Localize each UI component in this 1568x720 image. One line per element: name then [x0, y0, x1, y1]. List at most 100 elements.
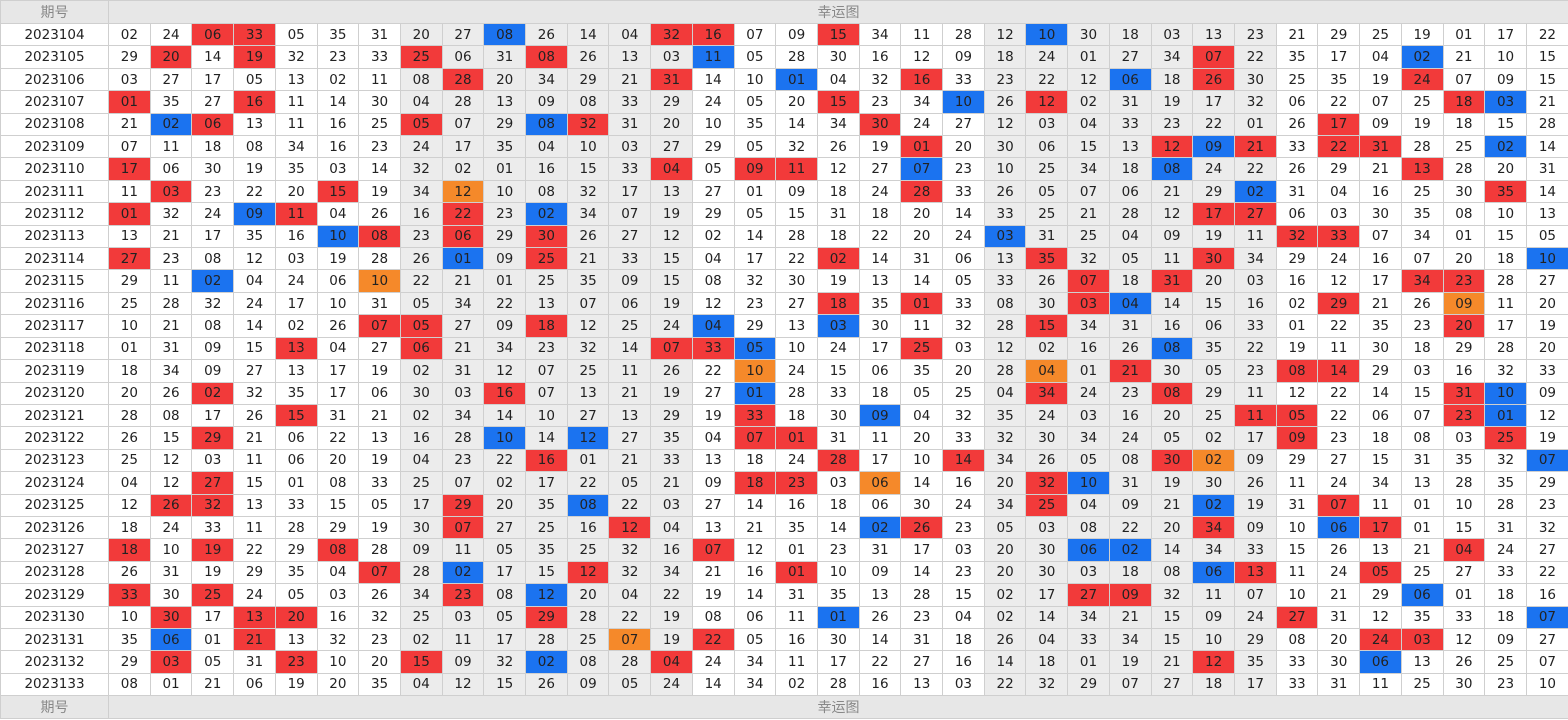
number-cell: 02 [1484, 135, 1527, 159]
chart-footer: 幸运图 [108, 695, 1568, 720]
number-cell: 12 [1067, 67, 1110, 92]
number-cell: 11 [274, 202, 318, 226]
number-cell: 05 [1067, 448, 1110, 473]
number-cell: 26 [108, 426, 151, 450]
number-cell: 16 [858, 672, 902, 697]
number-cell: 07 [1359, 224, 1402, 249]
number-cell: 08 [1150, 336, 1194, 361]
number-cell: 23 [399, 224, 443, 249]
number-cell: 14 [1317, 359, 1361, 383]
number-cell: 21 [1150, 650, 1194, 674]
number-cell: 26 [149, 381, 193, 405]
table-row: 2023113 13 21 17 35 16 10 08 23 06 29 30 26 27 12 02 14 2… [0, 224, 1568, 249]
number-cell: 30 [1442, 179, 1486, 204]
number-cell: 34 [816, 112, 860, 137]
number-cell: 12 [525, 583, 568, 607]
number-cell: 31 [608, 112, 652, 137]
number-cell: 21 [1150, 493, 1194, 517]
number-cell: 21 [1317, 583, 1361, 607]
number-cell: 30 [1359, 202, 1402, 226]
number-cell: 09 [1484, 67, 1527, 92]
period-cell: 2023114 [0, 247, 109, 271]
number-cell: 07 [650, 336, 693, 361]
number-cell: 29 [483, 224, 527, 249]
number-cell: 14 [191, 45, 235, 69]
number-cell: 18 [1484, 583, 1527, 607]
number-cell: 32 [566, 179, 610, 204]
number-cell: 01 [274, 471, 318, 495]
number-cell: 01 [775, 538, 818, 562]
number-cell: 12 [1525, 403, 1568, 428]
number-cell: 10 [816, 560, 860, 585]
number-cell: 28 [983, 314, 1027, 338]
number-cell: 25 [1275, 67, 1319, 92]
number-cell: 25 [1025, 157, 1069, 181]
number-cell: 06 [1275, 90, 1319, 114]
number-cell: 35 [816, 583, 860, 607]
number-cell: 08 [316, 471, 360, 495]
number-cell: 10 [1275, 583, 1319, 607]
period-cell: 2023106 [0, 67, 109, 92]
number-cell: 06 [733, 605, 777, 629]
number-cell: 18 [858, 202, 902, 226]
number-cell: 10 [1525, 247, 1568, 271]
number-cell: 03 [1400, 627, 1444, 652]
number-cell: 14 [1525, 179, 1568, 204]
number-cell: 25 [942, 381, 985, 405]
number-cell: 34 [900, 90, 944, 114]
number-cell: 01 [1233, 112, 1277, 137]
number-cell: 17 [191, 605, 235, 629]
number-cell: 31 [1275, 493, 1319, 517]
period-cell: 2023130 [0, 605, 109, 629]
number-cell: 26 [316, 314, 360, 338]
number-cell: 18 [1442, 112, 1486, 137]
number-cell: 12 [1275, 381, 1319, 405]
number-cell: 31 [1317, 605, 1361, 629]
number-cell: 24 [1359, 627, 1402, 652]
number-cell: 28 [1484, 269, 1527, 293]
number-cell: 09 [1442, 291, 1486, 316]
number-cell: 11 [274, 112, 318, 137]
number-cell: 21 [608, 381, 652, 405]
number-cell: 05 [191, 650, 235, 674]
number-cell: 11 [149, 135, 193, 159]
number-cell: 08 [1067, 515, 1110, 540]
number-cell: 31 [483, 45, 527, 69]
number-cell: 33 [1525, 359, 1568, 383]
number-cell: 26 [108, 560, 151, 585]
number-cell: 17 [1192, 90, 1235, 114]
number-cell: 06 [1192, 560, 1235, 585]
number-cell: 07 [1192, 45, 1235, 69]
number-cell: 23 [733, 291, 777, 316]
number-cell: 06 [274, 448, 318, 473]
number-cell: 35 [108, 627, 151, 652]
number-cell: 10 [775, 336, 818, 361]
number-cell: 05 [399, 112, 443, 137]
number-cell: 17 [1484, 314, 1527, 338]
number-cell: 27 [691, 493, 735, 517]
number-cell: 05 [733, 135, 777, 159]
number-cell: 34 [441, 403, 485, 428]
number-cell: 04 [316, 202, 360, 226]
number-cell: 14 [816, 515, 860, 540]
number-cell: 15 [816, 90, 860, 114]
number-cell: 17 [1025, 583, 1069, 607]
number-cell: 19 [358, 448, 401, 473]
number-cell: 01 [900, 135, 944, 159]
number-cell: 25 [566, 359, 610, 383]
number-cell: 30 [983, 135, 1027, 159]
number-cell: 20 [1484, 157, 1527, 181]
number-cell: 05 [1025, 179, 1069, 204]
number-cell: 30 [399, 381, 443, 405]
number-cell: 18 [1108, 22, 1152, 47]
number-cell: 34 [983, 448, 1027, 473]
number-cell: 32 [1233, 90, 1277, 114]
table-row: 2023116 25 28 32 24 17 10 31 05 34 22 13 07 06 19 12 23 2… [0, 291, 1568, 316]
number-cell: 24 [900, 112, 944, 137]
number-cell: 20 [483, 493, 527, 517]
number-cell: 23 [1525, 493, 1568, 517]
number-cell: 13 [608, 403, 652, 428]
number-cell: 01 [1067, 359, 1110, 383]
number-cell: 22 [1525, 560, 1568, 585]
number-cell: 21 [149, 224, 193, 249]
